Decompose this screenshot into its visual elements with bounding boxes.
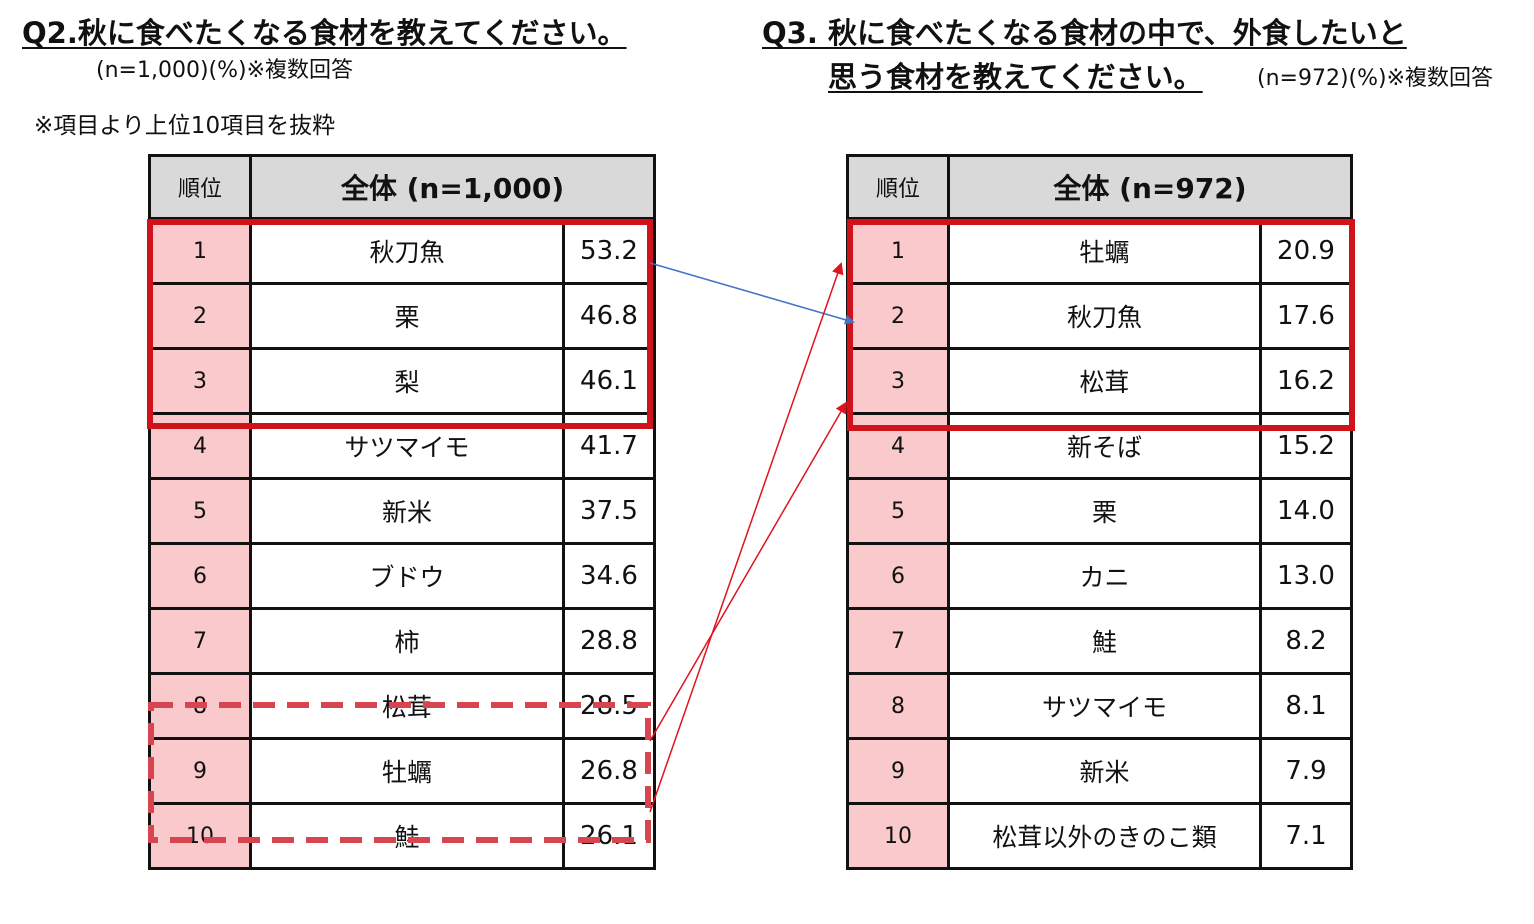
total-header: 全体 (n=972)	[947, 154, 1353, 220]
arrow-matsutake	[649, 401, 848, 742]
item-cell: 栗	[249, 282, 565, 350]
q3-note: (n=972)(%)※複数回答	[1257, 66, 1494, 91]
rank-cell: 9	[846, 737, 950, 805]
item-cell: 新そば	[947, 412, 1262, 480]
rank-cell: 2	[846, 282, 950, 350]
item-cell: 松茸以外のきのこ類	[947, 802, 1262, 870]
value-cell: 28.8	[562, 607, 656, 675]
table-row: 6 カニ 13.0	[846, 542, 1353, 610]
value-cell: 16.2	[1259, 347, 1353, 415]
rank-cell: 7	[846, 607, 950, 675]
rank-cell: 2	[148, 282, 252, 350]
value-cell: 53.2	[562, 217, 656, 285]
value-cell: 20.9	[1259, 217, 1353, 285]
table-row: 6 ブドウ 34.6	[148, 542, 656, 610]
item-cell: カニ	[947, 542, 1262, 610]
rank-header: 順位	[846, 154, 950, 220]
rank-header: 順位	[148, 154, 252, 220]
item-cell: 梨	[249, 347, 565, 415]
table-row: 5 栗 14.0	[846, 477, 1353, 545]
rank-cell: 7	[148, 607, 252, 675]
value-cell: 46.8	[562, 282, 656, 350]
q2-matsutake-kaki-dashed-box	[148, 702, 651, 843]
table-row: 8 サツマイモ 8.1	[846, 672, 1353, 740]
value-cell: 8.1	[1259, 672, 1353, 740]
rank-cell: 3	[846, 347, 950, 415]
q2-ranking-table: 順位 全体 (n=1,000) 1 秋刀魚 53.2 2 栗 46.8 3 梨 46.1 4…	[148, 154, 656, 870]
value-cell: 26.8	[562, 737, 656, 805]
rank-cell: 4	[846, 412, 950, 480]
table-row: 7 鮭 8.2	[846, 607, 1353, 675]
q2-note: (n=1,000)(%)※複数回答	[96, 58, 354, 83]
q2-extract-note: ※項目より上位10項目を抜粋	[34, 113, 336, 139]
q2-title: Q2.秋に食べたくなる食材を教えてください。	[22, 16, 627, 50]
item-cell: ブドウ	[249, 542, 565, 610]
total-header: 全体 (n=1,000)	[249, 154, 656, 220]
q2-top3-highlight-box	[147, 219, 653, 429]
value-cell: 7.1	[1259, 802, 1353, 870]
table-row: 5 新米 37.5	[148, 477, 656, 545]
rank-cell: 9	[148, 737, 252, 805]
value-cell: 8.2	[1259, 607, 1353, 675]
rank-cell: 6	[148, 542, 252, 610]
item-cell: 柿	[249, 607, 565, 675]
table-row: 3 梨 46.1	[148, 347, 656, 415]
value-cell: 34.6	[562, 542, 656, 610]
table-row: 1 秋刀魚 53.2	[148, 217, 656, 285]
value-cell: 26.1	[562, 802, 656, 870]
q3-title-line2: 思う食材を教えてください。	[828, 60, 1203, 94]
table-row: 10 鮭 26.1	[148, 802, 656, 870]
value-cell: 15.2	[1259, 412, 1353, 480]
item-cell: 鮭	[947, 607, 1262, 675]
rank-cell: 1	[148, 217, 252, 285]
value-cell: 14.0	[1259, 477, 1353, 545]
rank-cell: 10	[148, 802, 252, 870]
item-cell: 牡蠣	[249, 737, 565, 805]
item-cell: 松茸	[947, 347, 1262, 415]
value-cell: 17.6	[1259, 282, 1353, 350]
item-cell: 栗	[947, 477, 1262, 545]
table-row: 3 松茸 16.2	[846, 347, 1353, 415]
item-cell: 牡蠣	[947, 217, 1262, 285]
rank-cell: 5	[846, 477, 950, 545]
value-cell: 7.9	[1259, 737, 1353, 805]
table-row: 1 牡蠣 20.9	[846, 217, 1353, 285]
rank-cell: 8	[846, 672, 950, 740]
item-cell: サツマイモ	[947, 672, 1262, 740]
rank-cell: 1	[846, 217, 950, 285]
arrow-sanma	[649, 262, 855, 325]
q3-ranking-table: 順位 全体 (n=972) 1 牡蠣 20.9 2 秋刀魚 17.6 3 松茸 16.2 4…	[846, 154, 1353, 870]
table-row: 2 栗 46.8	[148, 282, 656, 350]
table-header-row: 順位 全体 (n=972)	[846, 154, 1353, 220]
rank-cell: 3	[148, 347, 252, 415]
q3-title-line1: Q3. 秋に食べたくなる食材の中で、外食したいと	[762, 16, 1407, 50]
rank-cell: 5	[148, 477, 252, 545]
table-row: 9 牡蠣 26.8	[148, 737, 656, 805]
table-header-row: 順位 全体 (n=1,000)	[148, 154, 656, 220]
item-cell: 秋刀魚	[947, 282, 1262, 350]
table-row: 4 新そば 15.2	[846, 412, 1353, 480]
rank-cell: 6	[846, 542, 950, 610]
item-cell: 新米	[947, 737, 1262, 805]
arrow-kaki	[649, 262, 844, 813]
table-row: 7 柿 28.8	[148, 607, 656, 675]
table-row: 2 秋刀魚 17.6	[846, 282, 1353, 350]
table-row: 10 松茸以外のきのこ類 7.1	[846, 802, 1353, 870]
item-cell: 鮭	[249, 802, 565, 870]
table-row: 9 新米 7.9	[846, 737, 1353, 805]
rank-cell: 10	[846, 802, 950, 870]
value-cell: 13.0	[1259, 542, 1353, 610]
q3-top3-highlight-box	[847, 219, 1355, 431]
item-cell: 新米	[249, 477, 565, 545]
value-cell: 37.5	[562, 477, 656, 545]
